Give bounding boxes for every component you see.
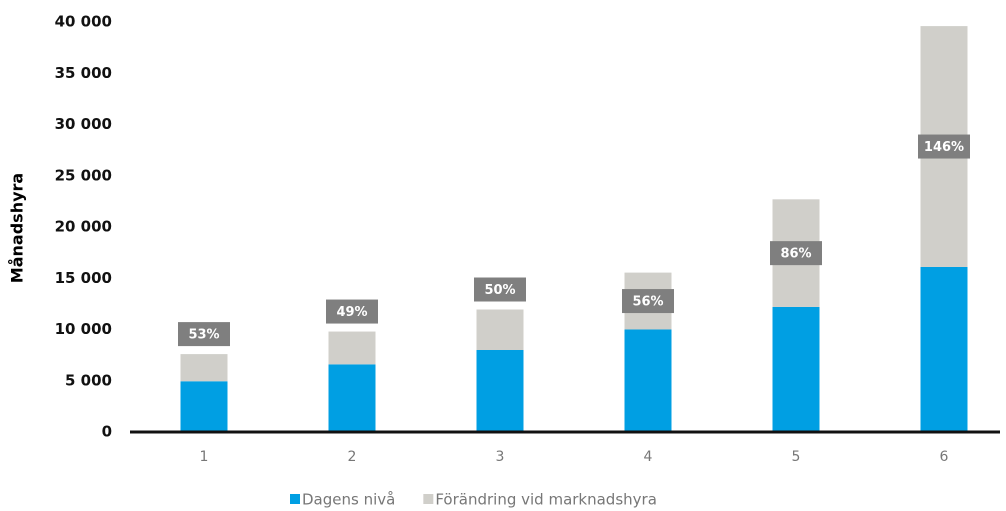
annotation-box	[918, 134, 970, 159]
y-tick-label: 15 000	[55, 269, 112, 287]
bar-segment	[476, 350, 524, 432]
bar-segment	[772, 306, 820, 432]
x-tick-label: 5	[792, 449, 801, 465]
annotation: 146%	[924, 140, 964, 155]
y-tick-label: 10 000	[55, 320, 112, 338]
bar-segment	[624, 329, 672, 432]
annotation: 49%	[336, 305, 367, 320]
annotation: 56%	[632, 295, 663, 310]
bar-segment	[920, 266, 968, 432]
x-tick-label: 1	[200, 449, 209, 465]
y-tick-label: 0	[102, 423, 112, 441]
x-tick-label: 3	[496, 449, 505, 465]
y-tick-label: 40 000	[55, 13, 112, 31]
legend-label: Förändring vid marknadshyra	[435, 491, 657, 509]
y-tick-label: 25 000	[55, 166, 112, 184]
legend-swatch	[423, 494, 434, 504]
annotation-box	[622, 289, 674, 314]
y-tick-label: 20 000	[55, 218, 112, 236]
bar-segment	[328, 364, 376, 432]
x-tick-label: 2	[348, 449, 357, 465]
y-tick-label: 35 000	[55, 64, 112, 82]
annotation: 50%	[484, 283, 515, 298]
annotation: 53%	[188, 328, 219, 343]
bar-segment	[180, 354, 228, 382]
bar-segment	[180, 381, 228, 432]
annotation-box	[178, 322, 230, 347]
annotation-box	[326, 299, 378, 324]
y-axis-label: Månadshyra	[8, 173, 27, 283]
y-tick-label: 5 000	[65, 371, 112, 389]
x-tick-label: 6	[940, 449, 949, 465]
legend-swatch	[290, 494, 300, 504]
annotation-box	[474, 277, 526, 302]
annotation-box	[770, 241, 822, 266]
bar-segment	[328, 331, 376, 365]
bar-segment	[476, 309, 524, 350]
legend-label: Dagens nivå	[302, 491, 395, 509]
annotation: 86%	[780, 247, 811, 262]
x-tick-label: 4	[644, 449, 653, 465]
y-tick-label: 30 000	[55, 115, 112, 133]
